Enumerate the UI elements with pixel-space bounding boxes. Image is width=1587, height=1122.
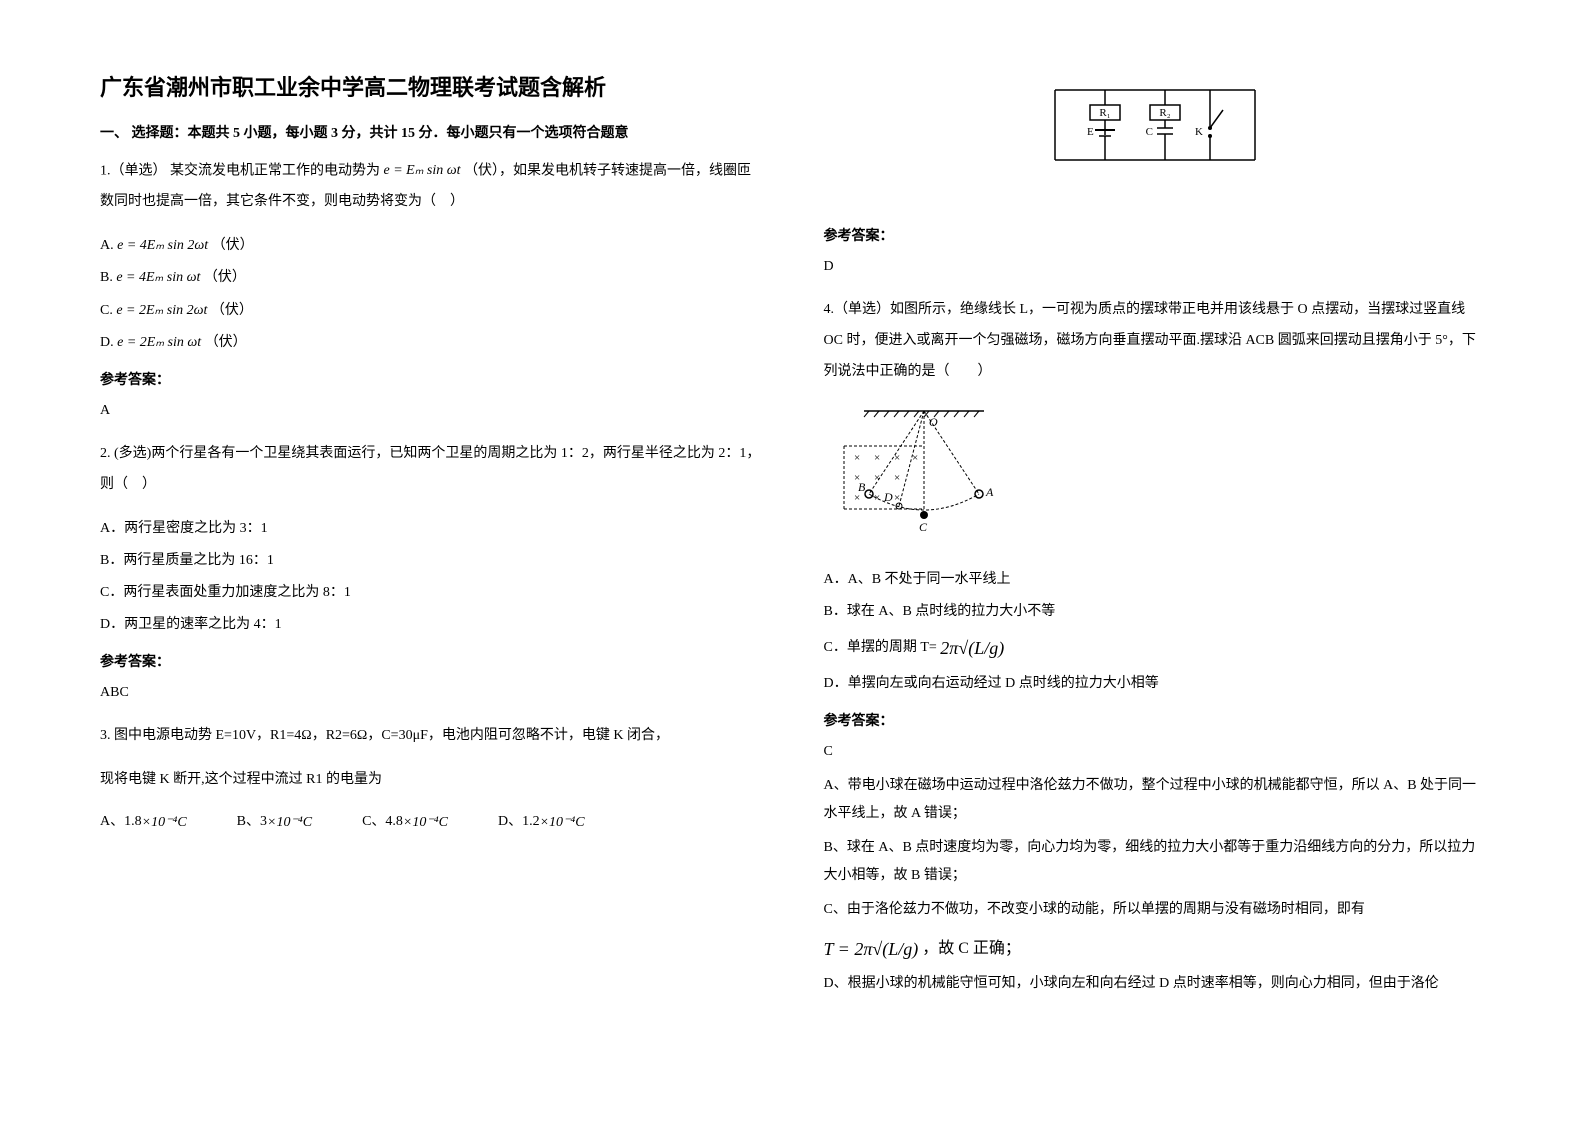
q3-optD-exp: ×10⁻⁴C bbox=[540, 814, 585, 831]
q1-optB-suffix: （伏） bbox=[204, 271, 246, 286]
svg-text:×: × bbox=[854, 452, 860, 464]
q1-optD-suffix: （伏） bbox=[205, 335, 247, 350]
q3-optC-exp: ×10⁻⁴C bbox=[403, 814, 448, 831]
svg-text:C: C bbox=[1146, 126, 1153, 138]
svg-text:×: × bbox=[894, 492, 900, 504]
q1-answer: A bbox=[100, 397, 764, 425]
svg-text:×: × bbox=[894, 452, 900, 464]
q4-expl-c-formula: T = 2π√(L/g) ，故 C 正确； bbox=[824, 934, 1488, 960]
q1-optA-formula: e = 4Eₘ sin 2ωt bbox=[117, 232, 208, 260]
svg-text:K: K bbox=[1195, 126, 1203, 138]
question-3: 3. 图中电源电动势 E=10V，R1=4Ω，R2=6Ω，C=30μF，电池内阻… bbox=[100, 721, 764, 752]
svg-text:C: C bbox=[919, 520, 928, 534]
question-2: 2. (多选)两个行星各有一个卫星绕其表面运行，已知两个卫星的周期之比为 1：2… bbox=[100, 439, 764, 501]
question-4: 4.（单选）如图所示，绝缘线长 L，一可视为质点的摆球带正电并用该线悬于 O 点… bbox=[824, 295, 1488, 387]
svg-text:A: A bbox=[985, 485, 994, 499]
q4-optC-formula: 2π√(L/g) bbox=[940, 630, 1004, 666]
pendulum-diagram: O B A C D × × × × × × × × × × bbox=[824, 401, 1024, 546]
svg-text:O: O bbox=[929, 415, 938, 429]
q1-option-d: D. e = 2Eₘ sin ωt （伏） bbox=[100, 329, 764, 357]
q4-answer-heading: 参考答案： bbox=[824, 710, 1488, 730]
q3-option-a: A、1.8×10⁻⁴C bbox=[100, 810, 187, 830]
q4-expl-b: B、球在 A、B 点时速度均为零，向心力均为零，细线的拉力大小都等于重力沿细线方… bbox=[824, 834, 1488, 890]
q4-option-b: B．球在 A、B 点时线的拉力大小不等 bbox=[824, 598, 1488, 626]
q1-optB-formula: e = 4Eₘ sin ωt bbox=[116, 264, 200, 292]
q4-optC-prefix: C．单摆的周期 T= bbox=[824, 641, 937, 656]
q3-optA-exp: ×10⁻⁴C bbox=[142, 814, 187, 831]
svg-text:D: D bbox=[883, 490, 893, 504]
svg-text:E: E bbox=[1087, 126, 1094, 138]
section-heading: 一、 选择题：本题共 5 小题，每小题 3 分，共计 15 分．每小题只有一个选… bbox=[100, 122, 764, 142]
q3-optD-label: D、 bbox=[498, 814, 522, 829]
q1-optD-label: D. bbox=[100, 335, 114, 350]
q1-stem: 1.（单选） 某交流发电机正常工作的电动势为 bbox=[100, 164, 380, 179]
q3-optC-label: C、 bbox=[362, 814, 385, 829]
q4-option-a: A．A、B 不处于同一水平线上 bbox=[824, 566, 1488, 594]
page-title: 广东省潮州市职工业余中学高二物理联考试题含解析 bbox=[100, 70, 764, 102]
q3-optB-exp: ×10⁻⁴C bbox=[267, 814, 312, 831]
q4-answer: C bbox=[824, 738, 1488, 766]
q1-optB-label: B. bbox=[100, 271, 113, 286]
q3-option-b: B、3×10⁻⁴C bbox=[237, 810, 312, 830]
q1-optC-formula: e = 2Eₘ sin 2ωt bbox=[116, 297, 207, 325]
q4-expl-d: D、根据小球的机械能守恒可知，小球向左和向右经过 D 点时速率相等，则向心力相同… bbox=[824, 970, 1488, 998]
svg-text:×: × bbox=[894, 472, 900, 484]
q1-formula1: e = Eₘ sin ωt bbox=[384, 156, 461, 187]
q4-expl-c: C、由于洛伦兹力不做功，不改变小球的动能，所以单摆的周期与没有磁场时相同，即有 bbox=[824, 896, 1488, 924]
q3-answer: D bbox=[824, 253, 1488, 281]
q3-answer-heading: 参考答案： bbox=[824, 225, 1488, 245]
q3-optD-val: 1.2 bbox=[522, 814, 540, 829]
q1-optD-formula: e = 2Eₘ sin ωt bbox=[117, 329, 201, 357]
q1-optA-suffix: （伏） bbox=[212, 238, 254, 253]
svg-text:×: × bbox=[874, 492, 880, 504]
q1-option-a: A. e = 4Eₘ sin 2ωt （伏） bbox=[100, 232, 764, 260]
q3-option-d: D、1.2×10⁻⁴C bbox=[498, 810, 585, 830]
q1-option-c: C. e = 2Eₘ sin 2ωt （伏） bbox=[100, 297, 764, 325]
q3-options: A、1.8×10⁻⁴C B、3×10⁻⁴C C、4.8×10⁻⁴C D、1.2×… bbox=[100, 810, 764, 830]
svg-text:R₁: R₁ bbox=[1100, 107, 1111, 119]
q1-option-b: B. e = 4Eₘ sin ωt （伏） bbox=[100, 264, 764, 292]
svg-text:×: × bbox=[854, 492, 860, 504]
q2-option-a: A．两行星密度之比为 3：1 bbox=[100, 515, 764, 543]
q3-optA-label: A、 bbox=[100, 814, 124, 829]
question-3-line2: 现将电键 K 断开,这个过程中流过 R1 的电量为 bbox=[100, 765, 764, 796]
question-1: 1.（单选） 某交流发电机正常工作的电动势为 e = Eₘ sin ωt （伏）… bbox=[100, 156, 764, 218]
q2-option-d: D．两卫星的速率之比为 4：1 bbox=[100, 611, 764, 639]
q3-optB-label: B、 bbox=[237, 814, 260, 829]
q4-option-d: D．单摆向左或向右运动经过 D 点时线的拉力大小相等 bbox=[824, 670, 1488, 698]
svg-text:×: × bbox=[912, 452, 918, 464]
q2-option-b: B．两行星质量之比为 16：1 bbox=[100, 547, 764, 575]
svg-text:R₂: R₂ bbox=[1160, 107, 1171, 119]
q3-option-c: C、4.8×10⁻⁴C bbox=[362, 810, 448, 830]
q2-answer: ABC bbox=[100, 679, 764, 707]
svg-text:×: × bbox=[874, 452, 880, 464]
q1-optC-label: C. bbox=[100, 303, 113, 318]
svg-text:×: × bbox=[874, 472, 880, 484]
q4-expl-a: A、带电小球在磁场中运动过程中洛伦兹力不做功，整个过程中小球的机械能都守恒，所以… bbox=[824, 772, 1488, 828]
q4-option-c: C．单摆的周期 T= 2π√(L/g) bbox=[824, 630, 1488, 666]
q4-explC-suffix: ，故 C 正确； bbox=[922, 940, 1021, 957]
q1-answer-heading: 参考答案： bbox=[100, 369, 764, 389]
q3-optC-val: 4.8 bbox=[385, 814, 403, 829]
q2-answer-heading: 参考答案： bbox=[100, 651, 764, 671]
circuit-diagram: R₁ E R₂ C K bbox=[1045, 80, 1265, 195]
q1-optA-label: A. bbox=[100, 238, 114, 253]
svg-text:×: × bbox=[854, 472, 860, 484]
q1-optC-suffix: （伏） bbox=[211, 303, 253, 318]
q2-option-c: C．两行星表面处重力加速度之比为 8：1 bbox=[100, 579, 764, 607]
q4-formula-T: T = 2π√(L/g) bbox=[824, 939, 919, 960]
q3-optB-val: 3 bbox=[260, 814, 267, 829]
q3-optA-val: 1.8 bbox=[124, 814, 142, 829]
